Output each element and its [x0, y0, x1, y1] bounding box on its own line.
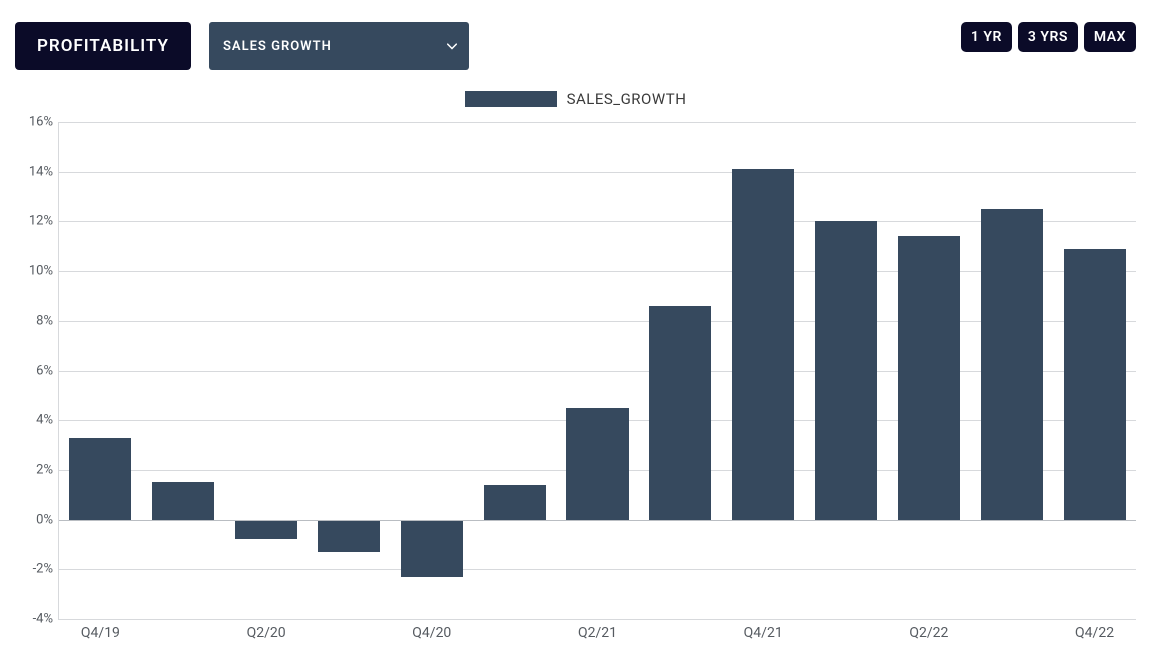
bar: [898, 236, 960, 519]
gridline: [59, 172, 1136, 173]
x-axis-label: Q4/21: [744, 625, 783, 641]
y-axis-label: 6%: [17, 363, 53, 378]
x-axis-label: Q4/22: [1075, 625, 1114, 641]
y-axis-label: 8%: [17, 313, 53, 328]
y-axis-label: 12%: [17, 214, 53, 229]
legend-swatch: [465, 91, 557, 107]
x-axis-label: Q4/19: [81, 625, 120, 641]
range-1yr-button[interactable]: 1 YR: [961, 22, 1012, 52]
y-axis-label: -2%: [17, 562, 53, 577]
bar: [152, 482, 214, 519]
y-axis-label: -4%: [17, 612, 53, 627]
gridline: [59, 221, 1136, 222]
gridline: [59, 122, 1136, 123]
bar: [401, 520, 463, 577]
x-axis-label: Q2/21: [578, 625, 617, 641]
bar: [69, 438, 131, 520]
gridline: [59, 271, 1136, 272]
y-axis-label: 14%: [17, 164, 53, 179]
chart-legend: SALES_GROWTH: [0, 90, 1151, 108]
metric-dropdown[interactable]: SALES GROWTH: [209, 22, 469, 70]
bar: [235, 520, 297, 540]
y-axis-label: 10%: [17, 264, 53, 279]
bar: [732, 169, 794, 519]
gridline: [59, 569, 1136, 570]
y-axis-label: 4%: [17, 413, 53, 428]
legend-label: SALES_GROWTH: [567, 90, 687, 108]
x-axis-label: Q2/20: [247, 625, 286, 641]
bar: [815, 221, 877, 519]
gridline: [59, 321, 1136, 322]
bar: [1064, 249, 1126, 520]
bar: [981, 209, 1043, 520]
top-bar: PROFITABILITY SALES GROWTH 1 YR 3 YRS MA…: [0, 0, 1151, 70]
range-max-button[interactable]: MAX: [1084, 22, 1136, 52]
x-axis-label: Q4/20: [412, 625, 451, 641]
bar: [318, 520, 380, 552]
y-axis-label: 16%: [17, 115, 53, 130]
chevron-down-icon: [447, 39, 457, 54]
x-axis-label: Q2/22: [909, 625, 948, 641]
range-3yrs-button[interactable]: 3 YRS: [1018, 22, 1078, 52]
y-axis-label: 0%: [17, 512, 53, 527]
dropdown-selected-label: SALES GROWTH: [223, 39, 332, 54]
bar: [649, 306, 711, 520]
zero-baseline: [59, 520, 1136, 521]
bar: [484, 485, 546, 520]
tab-profitability[interactable]: PROFITABILITY: [15, 22, 191, 70]
chart-plot: -4%-2%0%2%4%6%8%10%12%14%16%Q4/19Q2/20Q4…: [58, 122, 1136, 620]
gridline: [59, 371, 1136, 372]
top-left-controls: PROFITABILITY SALES GROWTH: [15, 22, 469, 70]
chart-area: -4%-2%0%2%4%6%8%10%12%14%16%Q4/19Q2/20Q4…: [58, 122, 1136, 642]
y-axis-label: 2%: [17, 462, 53, 477]
bar: [566, 408, 628, 520]
range-buttons: 1 YR 3 YRS MAX: [961, 22, 1136, 52]
